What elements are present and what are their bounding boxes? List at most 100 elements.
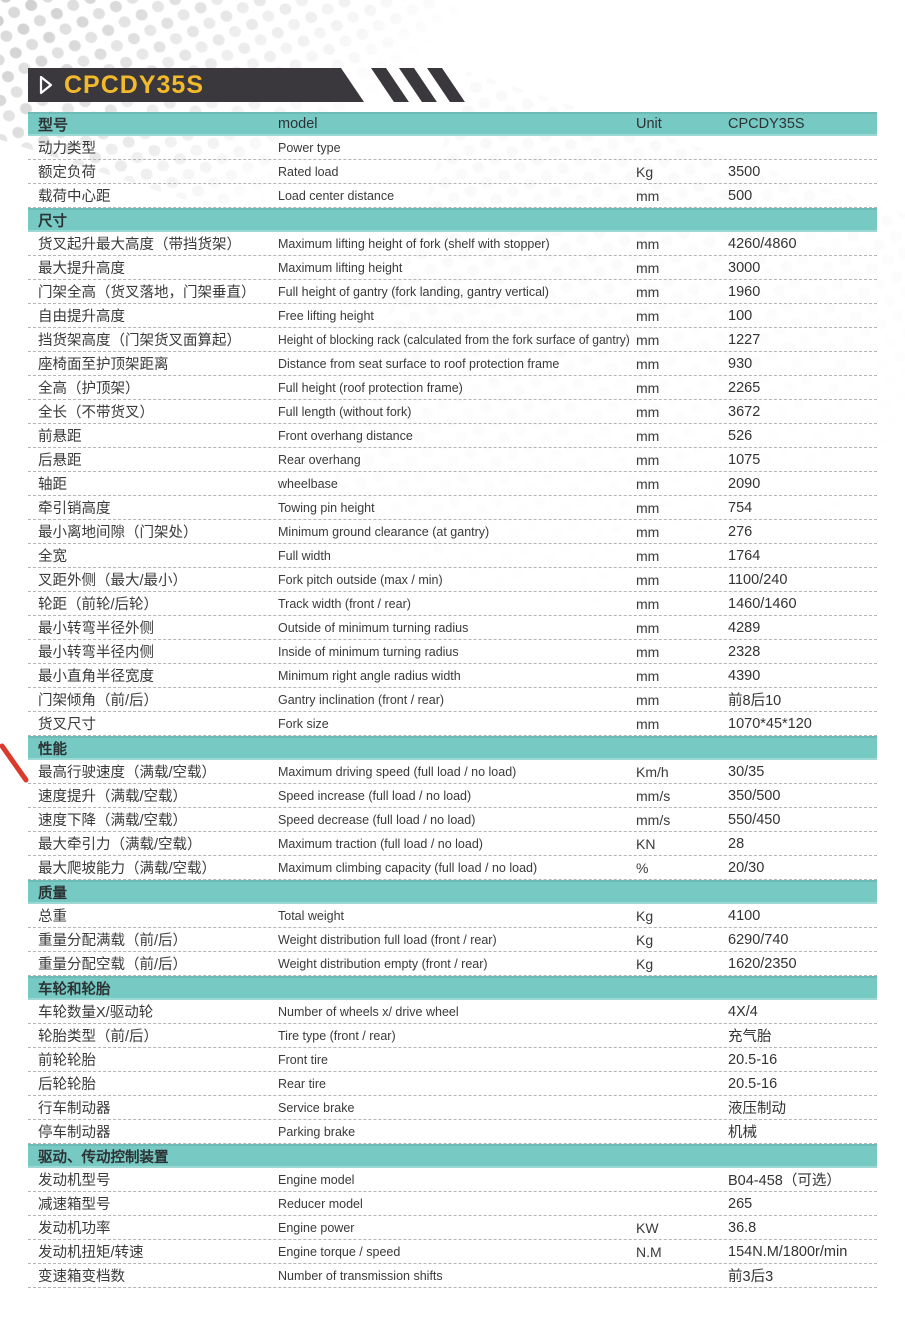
table-row: 最大爬坡能力（满载/空载） Maximum climbing capacity … xyxy=(28,856,877,880)
spec-value: 4289 xyxy=(728,619,761,636)
table-row: 发动机扭矩/转速 Engine torque / speed N.M 154N.… xyxy=(28,1240,877,1264)
spec-unit: mm/s xyxy=(636,787,671,804)
table-row: 最高行驶速度（满载/空载） Maximum driving speed (ful… xyxy=(28,760,877,784)
spec-value: 1460/1460 xyxy=(728,595,797,612)
header-unit: Unit xyxy=(636,116,662,132)
table-row: 全宽 Full width mm 1764 xyxy=(28,544,877,568)
section-title: 质量 xyxy=(38,885,67,902)
spec-table-body: 动力类型 Power type 额定负荷 Rated load Kg 3500 … xyxy=(28,136,877,1288)
spec-zh: 挡货架高度（门架货叉面算起） xyxy=(38,333,241,349)
spec-value: 3000 xyxy=(728,259,761,276)
spec-unit: mm xyxy=(636,259,660,276)
spec-en: Engine power xyxy=(278,1220,355,1235)
play-triangle-icon xyxy=(38,75,54,95)
table-row: 最大牵引力（满载/空载） Maximum traction (full load… xyxy=(28,832,877,856)
spec-value: 6290/740 xyxy=(728,931,789,948)
spec-en: Front tire xyxy=(278,1052,329,1067)
spec-zh: 载荷中心距 xyxy=(38,189,111,205)
table-header-row: 型号 model Unit CPCDY35S xyxy=(28,112,877,136)
spec-en: Rear overhang xyxy=(278,452,361,467)
spec-zh: 最大提升高度 xyxy=(38,261,125,277)
spec-zh: 最小转弯半径内侧 xyxy=(38,645,154,661)
spec-zh: 最大爬坡能力（满载/空载） xyxy=(38,861,217,877)
spec-table: 型号 model Unit CPCDY35S 动力类型 Power type 额… xyxy=(28,112,877,1288)
spec-value: 28 xyxy=(728,835,745,852)
spec-zh: 额定负荷 xyxy=(38,165,96,181)
table-row: 全长（不带货叉） Full length (without fork) mm 3… xyxy=(28,400,877,424)
spec-en: Full length (without fork) xyxy=(278,404,412,419)
header-model-value: CPCDY35S xyxy=(728,116,805,132)
spec-zh: 自由提升高度 xyxy=(38,309,125,325)
table-row: 门架倾角（前/后） Gantry inclination (front / re… xyxy=(28,688,877,712)
spec-en: Load center distance xyxy=(278,188,395,203)
spec-zh: 门架全高（货叉落地，门架垂直） xyxy=(38,285,256,301)
spec-value: 2328 xyxy=(728,643,761,660)
spec-value: 4260/4860 xyxy=(728,235,797,252)
spec-zh: 后悬距 xyxy=(38,453,82,469)
spec-en: Reducer model xyxy=(278,1196,363,1211)
spec-zh: 速度提升（满载/空载） xyxy=(38,789,188,805)
spec-value: 265 xyxy=(728,1195,753,1212)
spec-value: 500 xyxy=(728,187,753,204)
table-row: 轮距（前轮/后轮） Track width (front / rear) mm … xyxy=(28,592,877,616)
table-row: 总重 Total weight Kg 4100 xyxy=(28,904,877,928)
spec-zh: 轮距（前轮/后轮） xyxy=(38,597,159,613)
spec-en: Full height (roof protection frame) xyxy=(278,380,463,395)
spec-zh: 总重 xyxy=(38,909,67,925)
spec-value: 4X/4 xyxy=(728,1003,758,1020)
table-row: 叉距外侧（最大/最小） Fork pitch outside (max / mi… xyxy=(28,568,877,592)
spec-zh: 门架倾角（前/后） xyxy=(38,693,159,709)
spec-zh: 最小离地间隙（门架处） xyxy=(38,525,198,541)
spec-en: Rated load xyxy=(278,164,339,179)
section-header: 尺寸 xyxy=(28,208,877,232)
spec-zh: 最高行驶速度（满载/空载） xyxy=(38,765,217,781)
spec-en: Number of transmission shifts xyxy=(278,1268,443,1283)
spec-unit: mm xyxy=(636,691,660,708)
spec-en: Outside of minimum turning radius xyxy=(278,620,469,635)
spec-unit: mm xyxy=(636,571,660,588)
spec-value: 1764 xyxy=(728,547,761,564)
spec-en: Front overhang distance xyxy=(278,428,413,443)
spec-en: Speed increase (full load / no load) xyxy=(278,788,472,803)
table-row: 速度提升（满载/空载） Speed increase (full load / … xyxy=(28,784,877,808)
table-row: 最小离地间隙（门架处） Minimum ground clearance (at… xyxy=(28,520,877,544)
spec-unit: Kg xyxy=(636,907,654,924)
spec-zh: 牵引销高度 xyxy=(38,501,111,517)
table-row: 最小直角半径宽度 Minimum right angle radius widt… xyxy=(28,664,877,688)
table-row: 轮胎类型（前/后） Tire type (front / rear) 充气胎 xyxy=(28,1024,877,1048)
spec-en: Maximum traction (full load / no load) xyxy=(278,836,483,851)
spec-unit: mm xyxy=(636,499,660,516)
spec-value: 550/450 xyxy=(728,811,781,828)
spec-unit: Kg xyxy=(636,163,654,180)
table-row: 全高（护顶架） Full height (roof protection fra… xyxy=(28,376,877,400)
spec-value: 2265 xyxy=(728,379,761,396)
spec-en: Inside of minimum turning radius xyxy=(278,644,459,659)
table-row: 发动机型号 Engine model B04-458（可选） xyxy=(28,1168,877,1192)
spec-en: Power type xyxy=(278,140,341,155)
spec-en: Weight distribution empty (front / rear) xyxy=(278,956,488,971)
spec-unit: mm xyxy=(636,547,660,564)
spec-value: 20.5-16 xyxy=(728,1075,778,1092)
spec-en: Full height of gantry (fork landing, gan… xyxy=(278,284,549,299)
spec-en: Gantry inclination (front / rear) xyxy=(278,692,445,707)
table-row: 后轮轮胎 Rear tire 20.5-16 xyxy=(28,1072,877,1096)
spec-unit: mm xyxy=(636,283,660,300)
spec-value: 液压制动 xyxy=(728,1101,786,1117)
spec-value: 930 xyxy=(728,355,753,372)
spec-en: Distance from seat surface to roof prote… xyxy=(278,356,560,371)
spec-unit: mm xyxy=(636,475,660,492)
spec-zh: 前悬距 xyxy=(38,429,82,445)
table-row: 发动机功率 Engine power KW 36.8 xyxy=(28,1216,877,1240)
spec-en: Track width (front / rear) xyxy=(278,596,411,611)
table-row: 最小转弯半径内侧 Inside of minimum turning radiu… xyxy=(28,640,877,664)
spec-en: Minimum ground clearance (at gantry) xyxy=(278,524,490,539)
table-row: 后悬距 Rear overhang mm 1075 xyxy=(28,448,877,472)
spec-value: 526 xyxy=(728,427,753,444)
spec-zh: 最小转弯半径外侧 xyxy=(38,621,154,637)
spec-en: Height of blocking rack (calculated from… xyxy=(278,332,630,347)
spec-en: Fork pitch outside (max / min) xyxy=(278,572,443,587)
spec-unit: mm/s xyxy=(636,811,671,828)
spec-unit: mm xyxy=(636,451,660,468)
table-row: 自由提升高度 Free lifting height mm 100 xyxy=(28,304,877,328)
